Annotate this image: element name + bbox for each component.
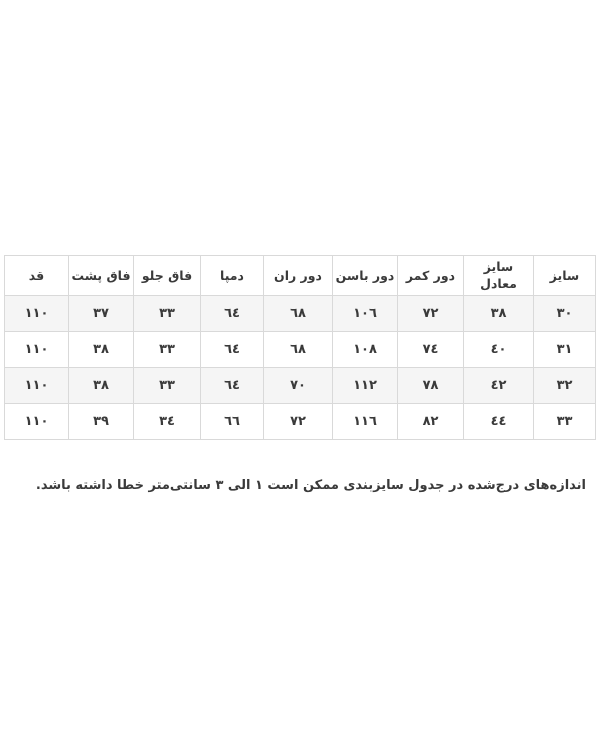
column-header-size: سایز (533, 255, 596, 296)
table-cell: ٣٣ (133, 295, 201, 332)
table-cell: ٦٦ (200, 403, 264, 440)
table-cell: ٧٨ (397, 367, 464, 404)
table-cell: ٣٨ (68, 367, 134, 404)
table-cell: ٤٠ (463, 331, 534, 368)
column-header-length: قد (4, 255, 69, 296)
table-cell: ١١٠ (4, 331, 69, 368)
table-cell: ٨٢ (397, 403, 464, 440)
table-cell: ٦٨ (263, 295, 333, 332)
table-cell: ٣٣ (133, 331, 201, 368)
table-cell: ٦٤ (200, 331, 264, 368)
table-cell: ٧٢ (397, 295, 464, 332)
size-chart-table: سایز سایز معادل دور کمر دور باسن دور ران… (4, 255, 596, 440)
table-row-size-30: ٣٠ ٣٨ ٧٢ ١٠٦ ٦٨ ٦٤ ٣٣ ٣٧ ١١٠ (4, 295, 596, 332)
table-cell: ٣١ (533, 331, 596, 368)
table-cell: ٣٨ (463, 295, 534, 332)
table-cell: ١٠٨ (332, 331, 398, 368)
table-cell: ٣٨ (68, 331, 134, 368)
table-row-size-31: ٣١ ٤٠ ٧٤ ١٠٨ ٦٨ ٦٤ ٣٣ ٣٨ ١١٠ (4, 331, 596, 368)
table-row-size-32: ٣٢ ٤٢ ٧٨ ١١٢ ٧٠ ٦٤ ٣٣ ٣٨ ١١٠ (4, 367, 596, 404)
table-cell: ١١٠ (4, 367, 69, 404)
table-cell: ٦٨ (263, 331, 333, 368)
table-cell: ٦٤ (200, 295, 264, 332)
table-cell: ١١٢ (332, 367, 398, 404)
size-tolerance-note: اندازه‌های درج‌شده در جدول سایزبندی ممکن… (35, 478, 586, 493)
table-cell: ٤٢ (463, 367, 534, 404)
table-cell: ٧٤ (397, 331, 464, 368)
table-cell: ٤٤ (463, 403, 534, 440)
column-header-waist: دور کمر (397, 255, 464, 296)
table-row-size-33: ٣٣ ٤٤ ٨٢ ١١٦ ٧٢ ٦٦ ٣٤ ٣٩ ١١٠ (4, 403, 596, 440)
table-cell: ١٠٦ (332, 295, 398, 332)
column-header-hip: دور باسن (332, 255, 398, 296)
table-cell: ٣٣ (133, 367, 201, 404)
column-header-equivalent-size: سایز معادل (463, 255, 534, 296)
table-cell: ١١٠ (4, 403, 69, 440)
table-cell: ٣٠ (533, 295, 596, 332)
table-cell: ٣٣ (533, 403, 596, 440)
table-cell: ٣٧ (68, 295, 134, 332)
table-cell: ٧٢ (263, 403, 333, 440)
table-header-row: سایز سایز معادل دور کمر دور باسن دور ران… (4, 255, 596, 296)
column-header-back-rise: فاق پشت (68, 255, 134, 296)
column-header-leg-opening: دمپا (200, 255, 264, 296)
table-cell: ٣٢ (533, 367, 596, 404)
table-cell: ٣٩ (68, 403, 134, 440)
table-cell: ٧٠ (263, 367, 333, 404)
column-header-front-rise: فاق جلو (133, 255, 201, 296)
table-cell: ٦٤ (200, 367, 264, 404)
table-cell: ١١٠ (4, 295, 69, 332)
table-cell: ١١٦ (332, 403, 398, 440)
table-cell: ٣٤ (133, 403, 201, 440)
column-header-thigh: دور ران (263, 255, 333, 296)
